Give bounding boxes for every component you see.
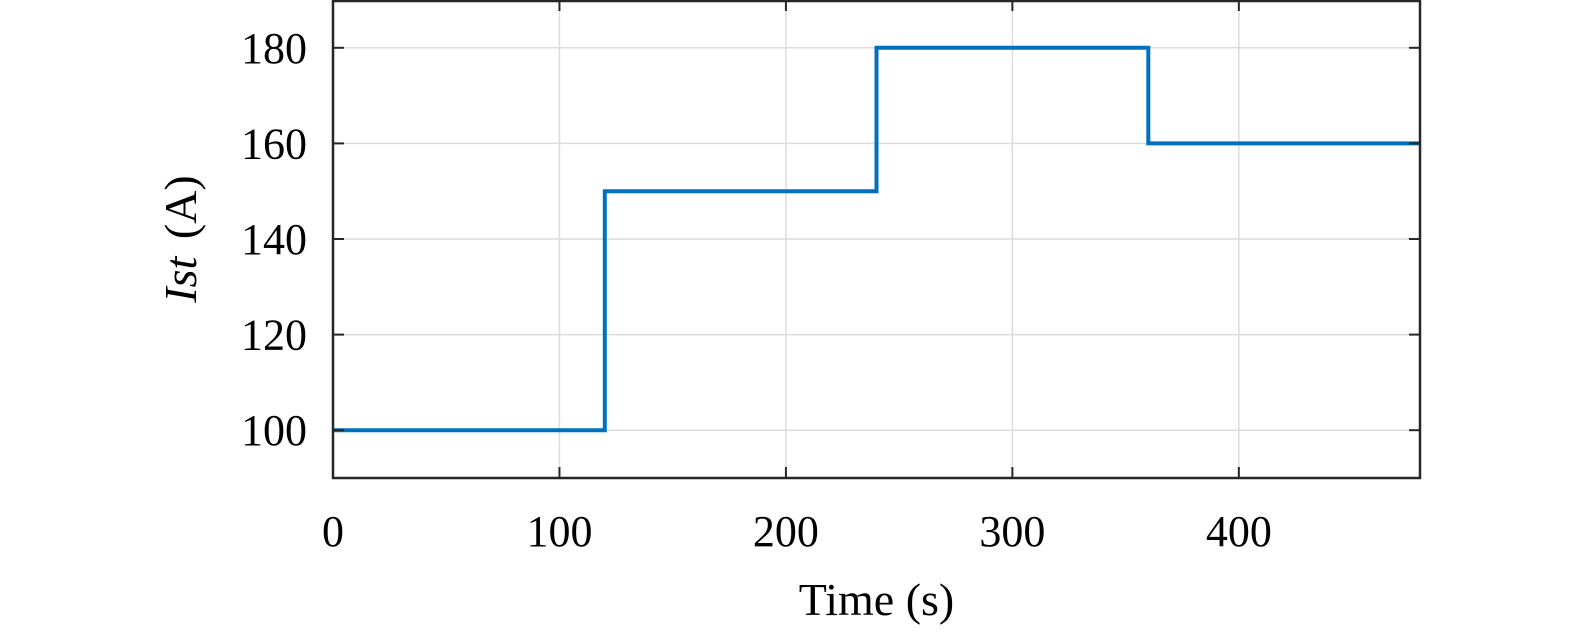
x-tick-label: 300 [979,507,1045,556]
y-tick-label: 180 [241,24,307,73]
y-tick-label: 160 [241,119,307,168]
y-tick-label: 120 [241,311,307,360]
y-tick-label: 140 [241,215,307,264]
y-axis-label: Ist (A) [155,175,206,303]
y-axis-label-unit: (A) [155,175,206,239]
series-layer [333,45,1420,433]
x-tick-label: 200 [753,507,819,556]
series-line [333,45,1420,433]
x-axis-label: Time (s) [799,574,955,625]
x-tick-label: 100 [526,507,592,556]
y-tick-label: 100 [241,406,307,455]
x-tick-label: 400 [1206,507,1272,556]
y-axis-label-symbol: Ist [155,255,206,303]
x-tick-label: 0 [322,507,344,556]
y-tick-labels: 100 120 140 160 180 [241,24,307,455]
plot-frame [331,0,1422,480]
x-tick-labels: 0 100 200 300 400 [322,507,1272,556]
